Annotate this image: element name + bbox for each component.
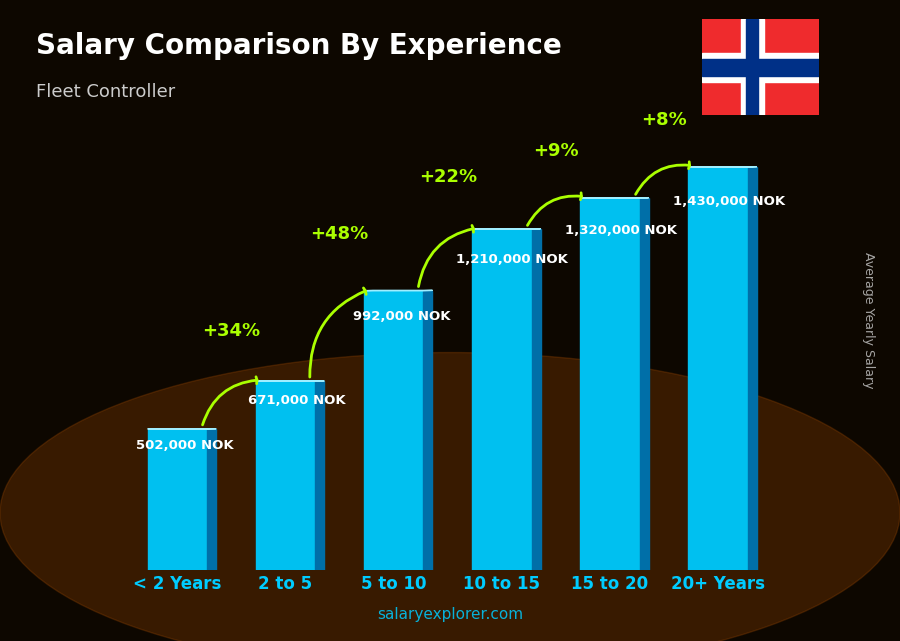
Polygon shape — [423, 291, 433, 570]
Polygon shape — [315, 381, 324, 570]
Bar — [688, 167, 748, 570]
Bar — [702, 53, 819, 81]
Text: +48%: +48% — [310, 225, 369, 244]
Bar — [364, 291, 423, 570]
Bar — [746, 19, 758, 115]
Bar — [741, 19, 764, 115]
Bar — [472, 229, 532, 570]
Polygon shape — [207, 429, 216, 570]
Bar — [580, 198, 640, 570]
Text: 671,000 NOK: 671,000 NOK — [248, 394, 346, 408]
Polygon shape — [748, 167, 757, 570]
Text: Average Yearly Salary: Average Yearly Salary — [862, 253, 875, 388]
Text: Salary Comparison By Experience: Salary Comparison By Experience — [36, 32, 562, 60]
Bar — [702, 58, 819, 76]
Bar — [256, 381, 315, 570]
Text: +22%: +22% — [418, 168, 477, 186]
Text: salaryexplorer.com: salaryexplorer.com — [377, 607, 523, 622]
Polygon shape — [640, 198, 649, 570]
Text: 1,210,000 NOK: 1,210,000 NOK — [456, 253, 568, 266]
Text: 1,320,000 NOK: 1,320,000 NOK — [564, 224, 677, 237]
Polygon shape — [532, 229, 541, 570]
Text: +34%: +34% — [202, 322, 260, 340]
Text: +8%: +8% — [641, 111, 687, 129]
Text: 1,430,000 NOK: 1,430,000 NOK — [672, 196, 785, 208]
Text: 992,000 NOK: 992,000 NOK — [353, 310, 450, 323]
Text: Fleet Controller: Fleet Controller — [36, 83, 176, 101]
Bar — [148, 429, 207, 570]
Text: +9%: +9% — [533, 142, 579, 160]
Ellipse shape — [0, 353, 900, 641]
Text: 502,000 NOK: 502,000 NOK — [136, 439, 234, 452]
